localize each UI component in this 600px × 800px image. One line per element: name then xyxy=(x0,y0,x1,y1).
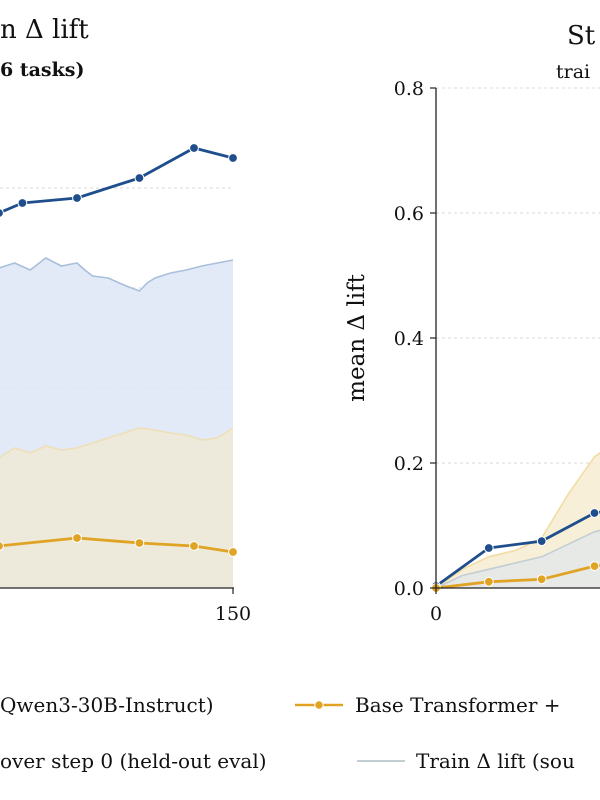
left-series-point xyxy=(0,208,4,218)
left-bands xyxy=(0,257,234,588)
legend: Qwen3-30B-Instruct) Base Transformer + o… xyxy=(0,693,575,773)
right-subtitle: trai xyxy=(556,61,590,83)
left-series-line xyxy=(0,146,235,215)
left-series-point xyxy=(17,198,28,208)
left-x-ticks: 150 xyxy=(215,588,251,625)
right-grid xyxy=(436,87,600,464)
left-series-point xyxy=(189,143,199,153)
legend-item-band: over step 0 (held-out eval) xyxy=(0,749,267,773)
right-series-point xyxy=(589,508,600,518)
left-band-area xyxy=(0,428,233,588)
legend-label-orange: Base Transformer + xyxy=(355,693,561,717)
right-bands xyxy=(435,451,600,589)
left-series-point xyxy=(72,533,82,543)
left-series-point xyxy=(228,547,238,557)
left-series-point xyxy=(228,153,238,163)
right-panel: St trai mean Δ lift 0.0 0.2 0.4 0.6 0.8 010 xyxy=(344,21,600,625)
right-series-point xyxy=(589,561,600,571)
left-series-point xyxy=(134,538,145,548)
left-band-line xyxy=(0,257,234,292)
right-series-point xyxy=(483,576,494,587)
right-y-tick-label: 0.6 xyxy=(394,203,424,225)
right-title: St xyxy=(567,21,596,51)
right-series-point xyxy=(536,574,547,585)
legend-marker-orange xyxy=(314,700,324,710)
left-series xyxy=(0,143,238,557)
left-series-point xyxy=(72,193,82,203)
right-x-ticks: 010 xyxy=(430,588,442,625)
right-band-line xyxy=(435,451,600,589)
right-y-axis-label: mean Δ lift xyxy=(344,273,370,401)
legend-item-orange: Base Transformer + xyxy=(295,693,561,717)
legend-item-blue: Qwen3-30B-Instruct) xyxy=(0,693,214,717)
right-series-point xyxy=(536,536,547,546)
left-panel: n Δ lift 6 tasks) 150 xyxy=(0,15,251,625)
left-series-point xyxy=(189,541,199,551)
right-x-tick-label: 0 xyxy=(430,603,442,625)
right-y-ticks: 0.0 0.2 0.4 0.6 0.8 xyxy=(394,78,436,600)
right-band-line xyxy=(435,529,600,589)
right-y-tick-label: 0.0 xyxy=(394,578,424,600)
left-title: n Δ lift xyxy=(0,15,89,45)
left-series-point xyxy=(0,541,4,551)
right-y-tick-label: 0.4 xyxy=(394,328,424,350)
left-x-tick-label: 150 xyxy=(215,603,251,625)
right-series-point xyxy=(483,543,494,553)
legend-label-train: Train Δ lift (sou xyxy=(416,749,575,773)
left-subtitle: 6 tasks) xyxy=(0,59,84,81)
left-band-line xyxy=(0,427,234,459)
legend-label-band: over step 0 (held-out eval) xyxy=(0,749,267,773)
legend-item-train: Train Δ lift (sou xyxy=(357,749,575,773)
right-y-tick-label: 0.8 xyxy=(394,78,424,100)
right-y-tick-label: 0.2 xyxy=(394,453,424,475)
left-series-point xyxy=(134,173,145,183)
legend-label-blue: Qwen3-30B-Instruct) xyxy=(0,693,214,717)
